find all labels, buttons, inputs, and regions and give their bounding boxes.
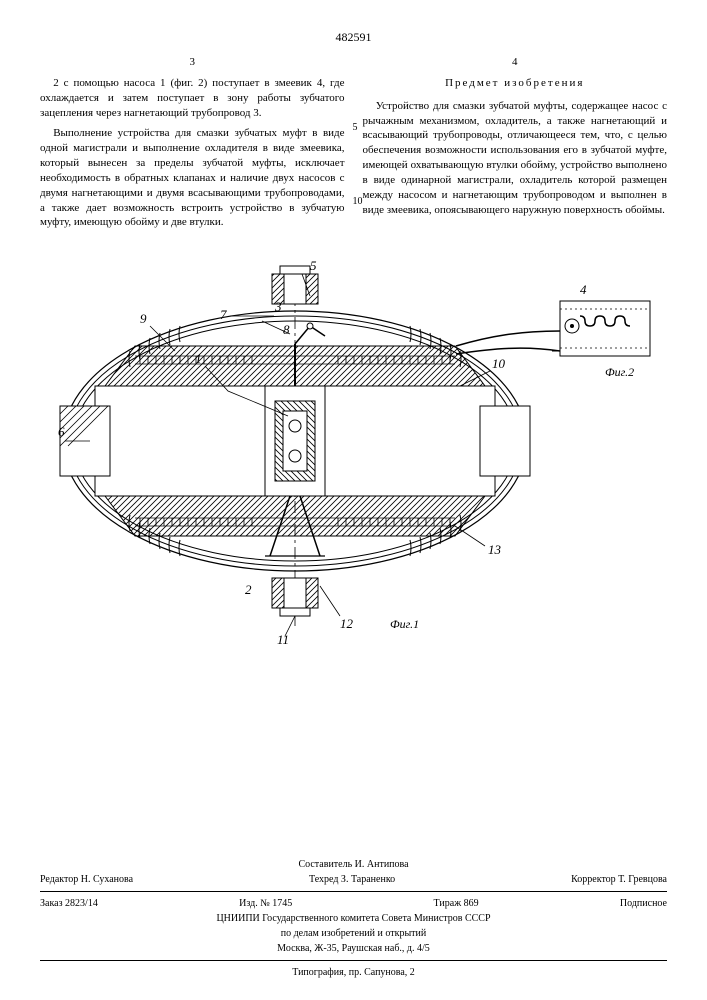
- left-p2: Выполнение устройства для смазки зубчаты…: [40, 126, 345, 230]
- footer-addr: Москва, Ж-35, Раушская наб., д. 4/5: [40, 941, 667, 956]
- left-column: 3 2 с помощью насоса 1 (фиг. 2) поступае…: [40, 55, 345, 236]
- footer-editor: Редактор Н. Суханова: [40, 874, 133, 885]
- footer-print-row: Заказ 2823/14 Изд. № 1745 Тираж 869 Подп…: [40, 896, 667, 911]
- right-page-num: 4: [363, 55, 668, 70]
- footer-corrector: Корректор Т. Гревцова: [571, 874, 667, 885]
- label-7: 7: [220, 307, 227, 322]
- fig1-caption: Фиг.1: [390, 617, 419, 631]
- label-4: 4: [580, 282, 587, 297]
- label-13: 13: [488, 542, 502, 557]
- label-6: 6: [58, 424, 65, 439]
- footer: Составитель И. Антипова Редактор Н. Суха…: [40, 857, 667, 980]
- footer-staff-row: Редактор Н. Суханова Техред З. Тараненко…: [40, 872, 667, 887]
- label-10: 10: [492, 356, 506, 371]
- left-page-num: 3: [40, 55, 345, 70]
- label-12: 12: [340, 616, 354, 631]
- label-11: 11: [277, 632, 289, 646]
- right-p1: Устройство для смазки зубчатой муфты, со…: [363, 99, 668, 218]
- text-columns: 3 2 с помощью насоса 1 (фиг. 2) поступае…: [40, 55, 667, 236]
- footer-edition: Изд. № 1745: [239, 898, 292, 909]
- footer-compiler: Составитель И. Антипова: [40, 857, 667, 872]
- label-9: 9: [140, 311, 147, 326]
- figure-svg: Фиг.2 5 3 7 8 9 6 1 2 10 13: [40, 256, 667, 646]
- left-p1: 2 с помощью насоса 1 (фиг. 2) поступает …: [40, 76, 345, 121]
- subject-title: Предмет изобретения: [363, 76, 668, 91]
- label-2: 2: [245, 582, 252, 597]
- patent-number: 482591: [40, 30, 667, 45]
- footer-techred: Техред З. Тараненко: [309, 874, 395, 885]
- footer-printrun: Тираж 869: [434, 898, 479, 909]
- footer-typo: Типография, пр. Сапунова, 2: [40, 965, 667, 980]
- figure: Фиг.2 5 3 7 8 9 6 1 2 10 13: [40, 256, 667, 646]
- right-column: 4 Предмет изобретения Устройство для сма…: [363, 55, 668, 236]
- footer-org2: по делам изобретений и открытий: [40, 926, 667, 941]
- fig2-caption: Фиг.2: [605, 365, 634, 379]
- label-8: 8: [283, 322, 290, 337]
- label-1: 1: [195, 351, 202, 366]
- label-5: 5: [310, 258, 317, 273]
- label-3: 3: [274, 299, 282, 314]
- footer-subscription: Подписное: [620, 898, 667, 909]
- footer-order: Заказ 2823/14: [40, 898, 98, 909]
- footer-org: ЦНИИПИ Государственного комитета Совета …: [40, 911, 667, 926]
- line-num-5: 5: [353, 121, 358, 135]
- line-num-10: 10: [353, 195, 363, 209]
